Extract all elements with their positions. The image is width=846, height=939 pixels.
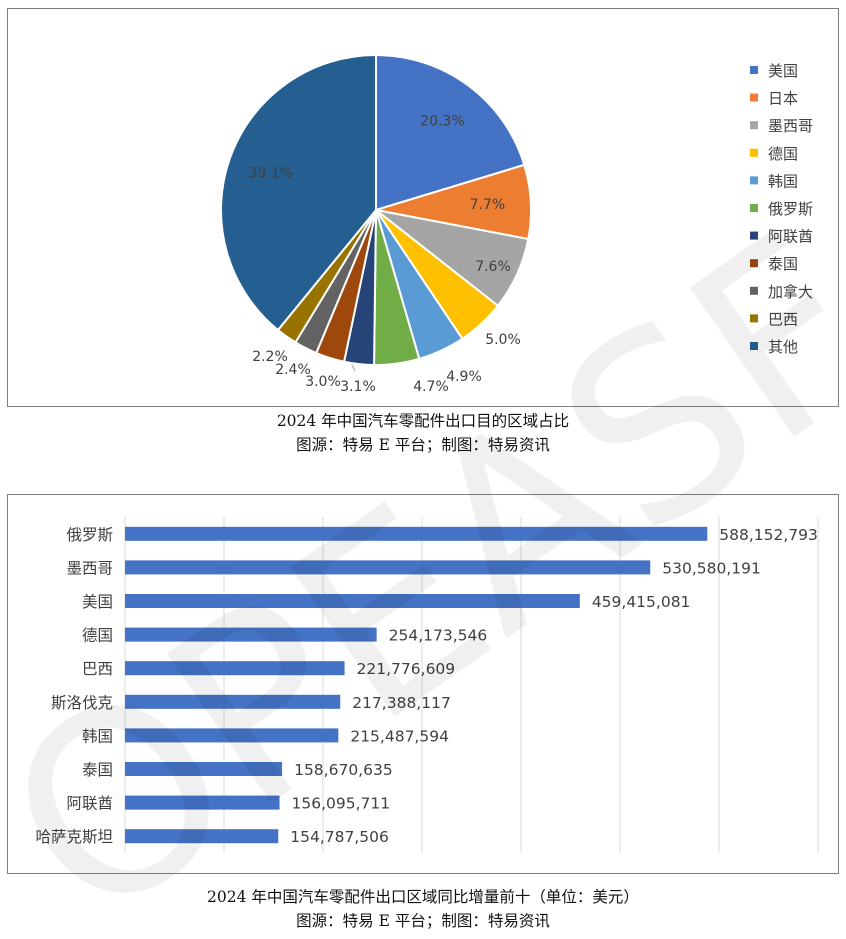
bar xyxy=(125,829,279,844)
legend-label: 巴西 xyxy=(768,310,798,328)
legend-label: 韩国 xyxy=(768,172,798,190)
bar xyxy=(125,560,651,575)
pie-chart: 20.3% 7.7% 7.6% 5.0% 4.9%4.7% 3.1%3.0%2.4%2.2… xyxy=(220,53,813,395)
pie-data-label: 7.7% xyxy=(470,197,506,213)
bar-value-label: 158,670,635 xyxy=(294,761,393,779)
legend-label: 美国 xyxy=(768,62,798,80)
bar-value-label: 154,787,506 xyxy=(290,828,389,846)
category-label: 韩国 xyxy=(82,727,113,745)
bar-value-label: 459,415,081 xyxy=(592,593,691,611)
bar xyxy=(125,594,580,608)
legend-label: 德国 xyxy=(768,145,798,163)
legend-label: 阿联酋 xyxy=(768,228,813,246)
bar-chart: 俄罗斯 588,152,793 墨西哥 530,580,191 美国 459,415,08… xyxy=(35,517,819,853)
category-label: 泰国 xyxy=(82,761,113,779)
category-label: 德国 xyxy=(82,627,113,645)
bar xyxy=(125,795,280,810)
legend-swatch xyxy=(750,231,758,240)
bar xyxy=(125,762,283,776)
bar-chart-panel: 俄罗斯 588,152,793 墨西哥 530,580,191 美国 459,415,08… xyxy=(7,494,839,874)
bar xyxy=(125,694,341,709)
pie-slice-0 xyxy=(375,53,526,212)
category-label: 哈萨克斯坦 xyxy=(35,828,113,846)
legend-swatch xyxy=(750,342,758,350)
pie-data-label: 20.3% xyxy=(420,113,464,129)
pie-data-label: 3.0% xyxy=(305,374,341,390)
pie-data-label: 39.1% xyxy=(249,166,293,182)
category-label: 斯洛伐克 xyxy=(51,694,113,712)
legend-swatch xyxy=(750,93,758,102)
pie-chart-title: 2024 年中国汽车零配件出口目的区域占比 xyxy=(276,412,570,430)
bar-value-label: 588,152,793 xyxy=(719,526,818,544)
bar-value-label: 217,388,117 xyxy=(352,694,451,712)
pie-data-label: 4.9% xyxy=(446,369,482,385)
pie-data-label: 3.1% xyxy=(340,379,376,395)
pie-data-label: 2.2% xyxy=(252,349,288,365)
leader-line xyxy=(351,364,356,372)
bar xyxy=(125,627,377,642)
legend-label: 日本 xyxy=(768,90,798,108)
pie-chart-panel: 20.3% 7.7% 7.6% 5.0% 4.9% 4.7% 3.1% 3.0% 2.4% 2.2… xyxy=(7,8,839,407)
bar-chart-title: 2024 年中国汽车零配件出口区域同比增量前十（单位：美元） xyxy=(207,888,639,906)
legend-swatch xyxy=(750,314,758,323)
bar xyxy=(125,526,708,541)
bar-value-label: 254,173,546 xyxy=(389,627,488,645)
legend-label: 俄罗斯 xyxy=(768,200,813,218)
pie-data-label: 7.6% xyxy=(475,259,511,275)
legend-label: 加拿大 xyxy=(768,283,813,301)
pie-data-label: 5.0% xyxy=(485,332,521,348)
category-label: 墨西哥 xyxy=(66,559,113,577)
pie-data-label: 2.4% xyxy=(275,362,311,378)
legend-swatch xyxy=(750,66,758,74)
legend-label: 墨西哥 xyxy=(768,117,813,135)
legend-swatch xyxy=(750,286,758,295)
category-label: 美国 xyxy=(82,593,113,611)
bar-value-label: 221,776,609 xyxy=(357,660,456,678)
bar-chart-source: 图源：特易 E 平台；制图：特易资讯 xyxy=(296,912,550,930)
legend-label: 其他 xyxy=(768,338,798,356)
category-label: 阿联酋 xyxy=(66,795,113,813)
legend-swatch xyxy=(750,176,758,185)
legend-swatch xyxy=(750,204,758,212)
pie-slice-10 xyxy=(220,53,377,332)
bar xyxy=(125,728,339,743)
legend-swatch xyxy=(750,148,758,157)
category-label: 巴西 xyxy=(82,660,113,678)
category-label: 俄罗斯 xyxy=(66,526,113,544)
bar-value-label: 156,095,711 xyxy=(292,795,391,813)
bar xyxy=(125,661,345,676)
pie-data-label: 4.7% xyxy=(413,379,449,395)
legend-swatch xyxy=(750,259,758,268)
pie-chart-source: 图源：特易 E 平台；制图：特易资讯 xyxy=(296,436,550,454)
legend-label: 泰国 xyxy=(768,255,798,273)
bar-value-label: 215,487,594 xyxy=(350,727,449,745)
legend-swatch xyxy=(750,121,758,130)
bar-value-label: 530,580,191 xyxy=(662,559,761,577)
